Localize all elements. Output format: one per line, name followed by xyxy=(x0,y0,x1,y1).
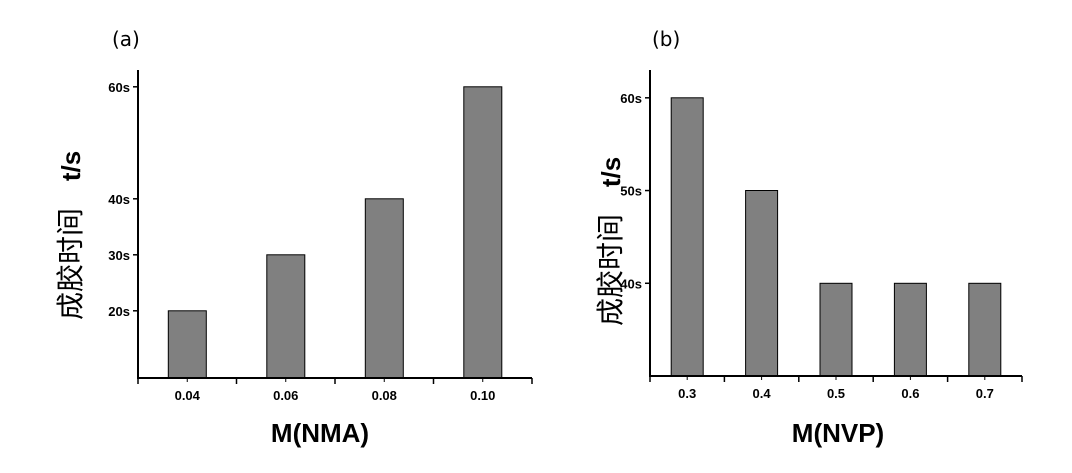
y-tick-label-a-3: 60s xyxy=(108,80,130,95)
panel-label-b: (b) xyxy=(652,27,680,51)
x-tick-label-a-1: 0.06 xyxy=(273,388,298,403)
x-tick-label-b-0: 0.3 xyxy=(678,386,696,401)
y-tick-label-a-1: 30s xyxy=(108,248,130,263)
y-axis-unit-a: t/s xyxy=(56,151,86,181)
chart-panel-a: (a) 20s 30s 40s 60s 0.04 0.06 0.08 0.10 M(NMA) … xyxy=(54,27,533,448)
y-tick-label-a-2: 40s xyxy=(108,192,130,207)
x-tick-label-b-4: 0.7 xyxy=(976,386,994,401)
bar-b-0 xyxy=(670,97,704,377)
x-axis-title-b: M(NVP) xyxy=(792,418,884,448)
bar-b-4 xyxy=(968,282,1002,377)
x-tick-label-a-2: 0.08 xyxy=(372,388,397,403)
y-tick-label-b-1: 50s xyxy=(620,184,642,199)
chart-panel-b: (b) 40s 50s 60s 0.3 0.4 0.5 0.6 0.7 M(NVP) 成胶时间… xyxy=(540,0,1072,473)
bar-b-2 xyxy=(819,282,853,377)
x-tick-label-a-0: 0.04 xyxy=(175,388,201,403)
y-tick-label-a-0: 20s xyxy=(108,304,130,319)
x-axis-title-a: M(NMA) xyxy=(271,418,369,448)
y-axis-title-text-b: 成胶时间 xyxy=(594,214,627,326)
bar-a-0 xyxy=(167,310,207,379)
y-axis-unit-b: t/s xyxy=(596,157,626,187)
bar-a-3 xyxy=(463,86,503,379)
x-tick-label-b-3: 0.6 xyxy=(901,386,919,401)
bar-b-1 xyxy=(745,190,779,377)
bar-a-2 xyxy=(364,198,404,379)
chart-b-svg: (b) 40s 50s 60s 0.3 0.4 0.5 0.6 0.7 M(NVP) 成胶时间… xyxy=(594,27,1023,448)
y-tick-label-b-0: 40s xyxy=(620,276,642,291)
y-tick-label-b-2: 60s xyxy=(620,91,642,106)
panel-label-a: (a) xyxy=(112,27,140,51)
plot-b: 40s 50s 60s 0.3 0.4 0.5 0.6 0.7 xyxy=(620,70,1023,401)
y-axis-title-b: 成胶时间 t/s xyxy=(594,157,627,326)
x-tick-label-b-1: 0.4 xyxy=(753,386,772,401)
bar-b-3 xyxy=(893,282,927,377)
plot-a: 20s 30s 40s 60s 0.04 0.06 0.08 0.10 xyxy=(108,70,533,403)
y-axis-title-text-a: 成胶时间 xyxy=(54,208,87,320)
y-axis-title-a: 成胶时间 t/s xyxy=(54,151,87,320)
bar-a-1 xyxy=(266,254,306,379)
x-tick-label-a-3: 0.10 xyxy=(470,388,495,403)
x-tick-label-b-2: 0.5 xyxy=(827,386,845,401)
